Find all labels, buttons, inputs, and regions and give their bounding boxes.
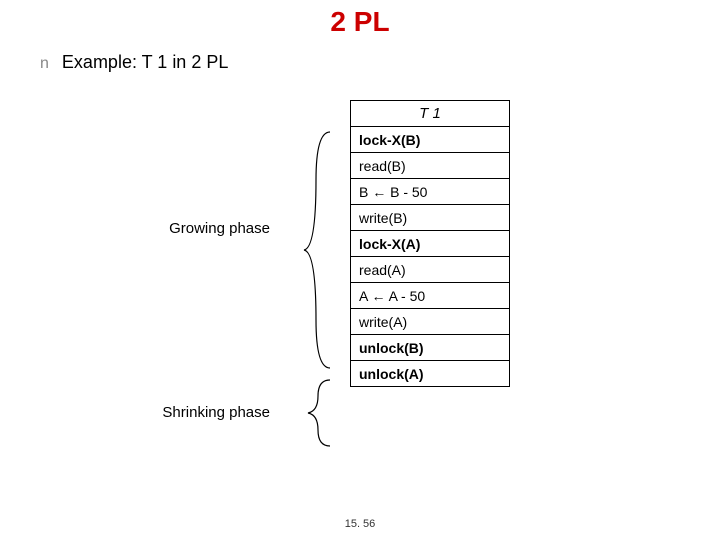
table-row: unlock(A) [351,361,510,387]
table-row: read(B) [351,153,510,179]
example-text: Example: T 1 in 2 PL [62,52,228,72]
table-header: T 1 [351,101,510,127]
bullet-glyph: n [40,55,49,72]
table-row: read(A) [351,257,510,283]
shrinking-phase-label: Shrinking phase [130,404,270,421]
table-row: write(A) [351,309,510,335]
example-line: n Example: T 1 in 2 PL [40,52,228,73]
table-row: B ← B - 50 [351,179,510,205]
table-row: A ← A - 50 [351,283,510,309]
growing-brace-icon [300,130,340,370]
page-number: 15. 56 [0,518,720,530]
transaction-table: T 1 lock-X(B) read(B) B ← B - 50 write(B… [350,100,510,387]
table-row: write(B) [351,205,510,231]
shrinking-brace-icon [300,378,340,448]
page-title: 2 PL [0,0,720,38]
table-row: unlock(B) [351,335,510,361]
table-row: lock-X(A) [351,231,510,257]
table-row: lock-X(B) [351,127,510,153]
growing-phase-label: Growing phase [130,220,270,237]
